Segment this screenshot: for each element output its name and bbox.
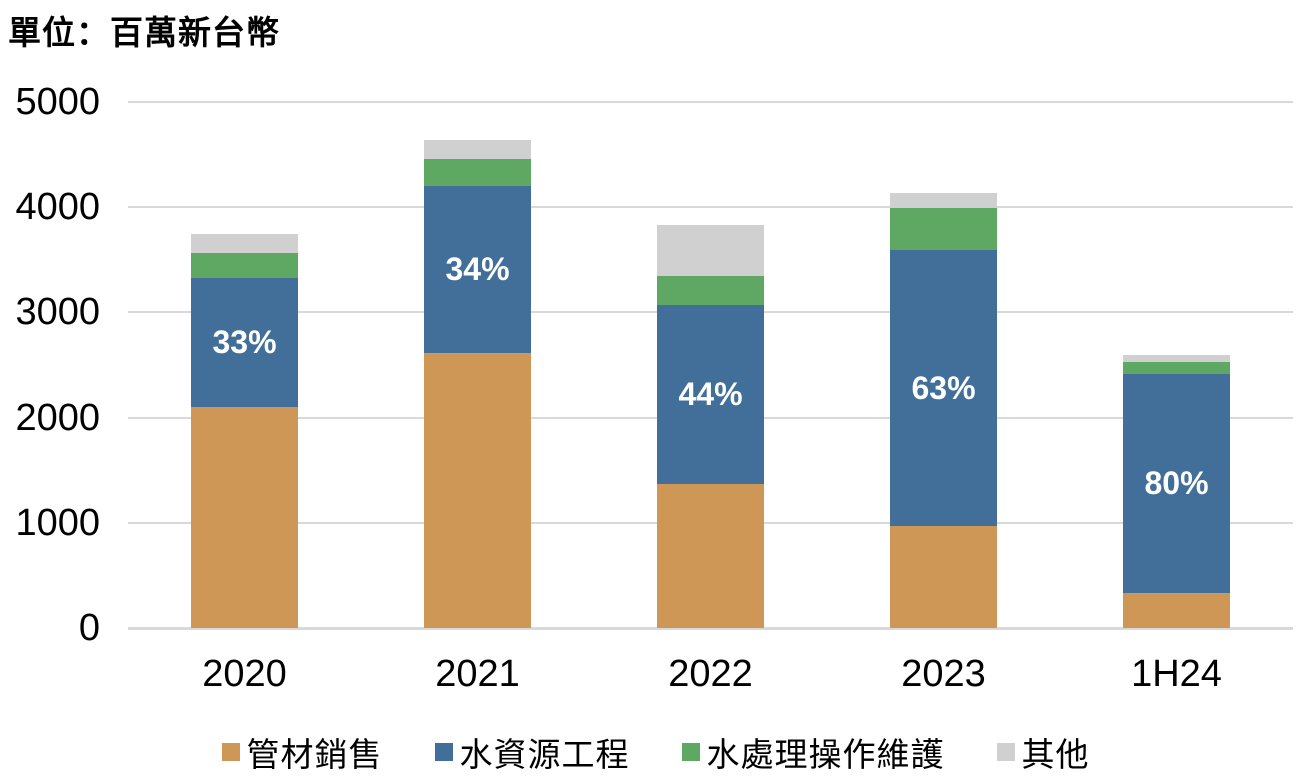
bar-2023-segment-2: [890, 208, 997, 251]
bar-2022-segment-1: [657, 305, 764, 484]
legend-label-2: 水處理操作維護: [706, 736, 945, 773]
percent-label-2023: 63%: [911, 369, 976, 406]
bar-2021-segment-0: [424, 353, 531, 628]
legend-item-1: 水資源工程: [434, 728, 630, 776]
bar-2022-segment-3: [657, 225, 764, 276]
bar-2020-segment-0: [191, 407, 298, 628]
bar-2023: 63%: [890, 102, 997, 628]
percent-label-2020: 33%: [212, 323, 277, 360]
bar-2023-segment-3: [890, 192, 997, 209]
percent-label-1H24: 80%: [1144, 465, 1209, 502]
chart-title: 單位：百萬新台幣: [8, 14, 280, 51]
bar-1H24-segment-3: [1123, 354, 1230, 362]
bar-2020-segment-2: [191, 252, 298, 278]
y-tick-label-2000: 2000: [15, 396, 100, 439]
legend-swatch-icon: [221, 743, 240, 761]
legend-swatch-icon: [996, 743, 1015, 761]
bar-2021: 34%: [424, 102, 531, 628]
x-axis-label-2022: 2022: [668, 653, 753, 695]
legend-item-2: 水處理操作維護: [681, 728, 945, 776]
bar-2022: 44%: [657, 102, 764, 628]
bar-2023-segment-1: [890, 250, 997, 526]
legend-swatch-icon: [434, 743, 453, 761]
percent-label-2021: 34%: [445, 251, 510, 288]
gridline-0: [128, 627, 1293, 630]
x-axis-label-2021: 2021: [435, 653, 520, 695]
legend-swatch-icon: [681, 743, 700, 761]
bar-2021-segment-2: [424, 158, 531, 187]
legend-label-3: 其他: [1021, 736, 1090, 773]
y-tick-label-3000: 3000: [15, 291, 100, 334]
bar-2021-segment-3: [424, 140, 531, 159]
gridline-5000: [128, 101, 1293, 103]
bar-1H24-segment-0: [1123, 593, 1230, 628]
bar-1H24: 80%: [1123, 102, 1230, 628]
y-tick-label-0: 0: [78, 607, 100, 649]
bar-2020-segment-3: [191, 234, 298, 253]
bar-2020-segment-1: [191, 277, 298, 408]
bar-2020: 33%: [191, 102, 298, 628]
bar-2021-segment-1: [424, 186, 531, 354]
bar-2023-segment-0: [890, 525, 997, 628]
legend-item-3: 其他: [996, 728, 1090, 776]
y-tick-label-1000: 1000: [15, 501, 100, 544]
y-tick-label-4000: 4000: [15, 186, 100, 229]
bar-1H24-segment-1: [1123, 373, 1230, 594]
legend-item-0: 管材銷售: [221, 728, 383, 776]
legend: 管材銷售 水資源工程 水處理操作維護 其他: [0, 728, 1311, 776]
x-axis-label-2023: 2023: [901, 653, 986, 695]
legend-label-0: 管材銷售: [246, 736, 383, 773]
x-axis-label-2020: 2020: [202, 653, 287, 695]
bar-2022-segment-2: [657, 275, 764, 306]
legend-label-1: 水資源工程: [459, 736, 630, 773]
gridline-4000: [128, 206, 1293, 209]
percent-label-2022: 44%: [678, 375, 743, 412]
x-axis-label-1H24: 1H24: [1131, 653, 1222, 695]
y-tick-label-5000: 5000: [15, 81, 100, 123]
bar-2022-segment-0: [657, 483, 764, 628]
bar-1H24-segment-2: [1123, 361, 1230, 374]
